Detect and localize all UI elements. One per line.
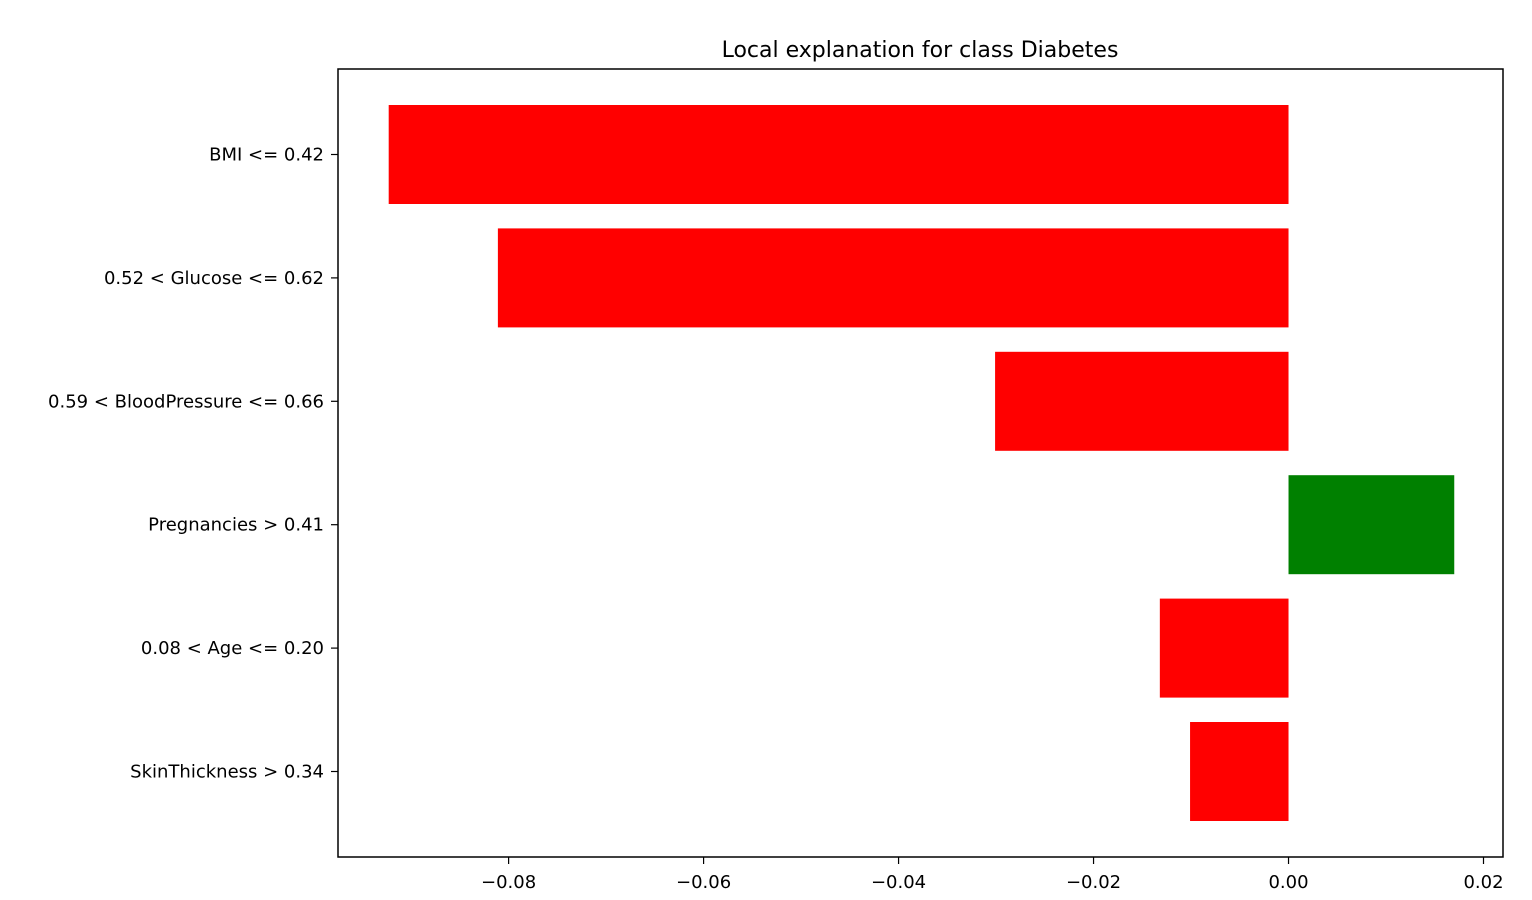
plot-frame [337,68,1504,858]
bars-group [388,105,1455,821]
x-tick-label: −0.04 [871,872,926,893]
y-tick-label: 0.52 < Glucose <= 0.62 [104,268,324,289]
chart-title: Local explanation for class Diabetes [722,38,1119,63]
x-tick-label: −0.06 [676,872,731,893]
x-tick-label: 0.02 [1463,872,1503,893]
x-tick-label: −0.08 [481,872,536,893]
y-tick-label: 0.08 < Age <= 0.20 [141,638,324,659]
bar [995,351,1289,451]
y-tick-label: BMI <= 0.42 [209,145,324,166]
y-tick-label: Pregnancies > 0.41 [148,515,324,536]
bar [1288,475,1455,575]
x-axis-ticks: −0.08 −0.06 −0.04 −0.02 0.00 0.02 [481,857,1504,893]
x-tick-label: 0.00 [1268,872,1308,893]
y-axis-ticks: BMI <= 0.42 0.52 < Glucose <= 0.62 0.59 < … [48,145,338,783]
bar [1159,598,1289,698]
x-tick-label: −0.02 [1066,872,1121,893]
bar [1190,722,1289,821]
bar [497,228,1289,328]
y-tick-label: SkinThickness > 0.34 [130,762,324,783]
bar [388,105,1289,204]
y-tick-label: 0.59 < BloodPressure <= 0.66 [48,391,324,412]
